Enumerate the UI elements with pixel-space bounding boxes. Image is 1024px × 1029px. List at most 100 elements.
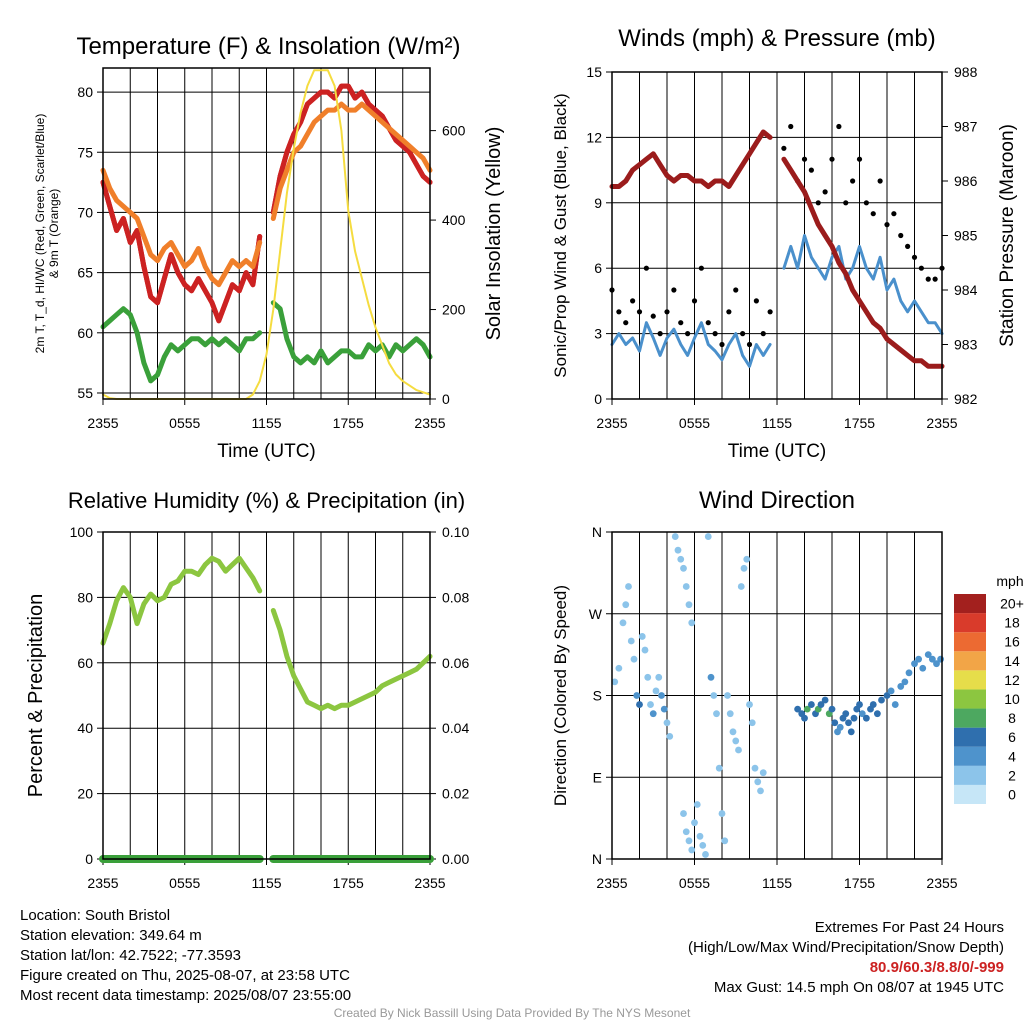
y-tick-label: 40 — [77, 720, 93, 736]
data-point-gust — [698, 265, 704, 271]
direction-point — [729, 728, 737, 736]
data-point-gust — [657, 331, 663, 337]
chart-title: Winds (mph) & Pressure (mb) — [618, 25, 935, 52]
direction-point — [901, 678, 909, 686]
direction-point — [862, 714, 870, 722]
data-point-gust — [856, 156, 863, 162]
direction-point — [680, 810, 687, 817]
direction-point — [869, 701, 877, 708]
direction-point — [724, 692, 731, 699]
direction-point — [715, 764, 723, 772]
direction-point — [682, 583, 690, 590]
direction-point — [652, 687, 660, 695]
elevation-text: Station elevation: 349.64 m — [20, 927, 202, 944]
chart-title: Wind Direction — [699, 487, 855, 514]
series-line-rh — [270, 608, 433, 712]
colorbar-swatch — [954, 689, 986, 709]
data-point-gust — [705, 320, 711, 326]
colorbar-swatch — [954, 594, 986, 614]
direction-point — [794, 705, 802, 713]
direction-point — [737, 583, 745, 590]
y-tick-label: 9 — [594, 195, 602, 211]
data-point-gust — [801, 156, 808, 162]
direction-point — [858, 710, 866, 718]
direction-point — [897, 683, 905, 690]
data-point-gust — [863, 200, 869, 206]
y-tick-label: 20 — [77, 786, 93, 802]
direction-point — [937, 655, 945, 663]
y-tick-label: 0 — [594, 391, 602, 407]
chart-panel-3: Relative Humidity (%) & Precipitation (i… — [25, 488, 469, 891]
direction-point — [757, 787, 764, 795]
x-tick-label: 1755 — [844, 875, 875, 891]
chart-panel-2: Winds (mph) & Pressure (mb) 0 3 6 9 12 15 982 98… — [551, 25, 1018, 462]
x-axis-label: Time (UTC) — [217, 441, 316, 462]
direction-point — [759, 769, 767, 777]
direction-point — [740, 564, 748, 572]
direction-point — [688, 619, 696, 627]
colorbar-label: 2 — [1008, 767, 1016, 783]
y-tick-label: 80 — [77, 84, 93, 100]
x-tick-label: 0555 — [169, 875, 200, 891]
direction-point — [850, 714, 858, 722]
max-gust-text: Max Gust: 14.5 mph On 08/07 at 1945 UTC — [713, 979, 1004, 996]
y-axis-label: Direction (Colored By Speed) — [551, 585, 570, 806]
data-point-gust — [733, 287, 739, 293]
x-tick-label: 0555 — [679, 875, 710, 891]
direction-point — [710, 692, 718, 699]
direction-point — [847, 728, 855, 736]
y-tick-label: S — [593, 688, 602, 704]
data-point-gust — [815, 200, 821, 206]
colorbar-swatch — [954, 727, 986, 747]
colorbar-swatch — [954, 708, 986, 728]
data-point-gust — [808, 167, 814, 173]
direction-point — [817, 701, 825, 708]
data-point-gust — [616, 309, 622, 315]
direction-point — [751, 764, 759, 772]
chart-title: Temperature (F) & Insolation (W/m²) — [76, 33, 460, 60]
direction-point — [911, 660, 918, 668]
chart-panel-4: Wind Direction N E S W N 2355 0555 1155 1755 2355 D… — [551, 487, 1024, 891]
direction-point — [928, 655, 936, 663]
direction-point — [735, 746, 742, 754]
direction-point — [688, 846, 696, 854]
y-tick-label: 6 — [594, 260, 602, 276]
station-info: Location: South Bristol Station elevatio… — [20, 906, 351, 1006]
direction-point — [615, 664, 623, 672]
direction-point — [831, 719, 839, 727]
y-axis-label-2: & 9m T (Orange) — [47, 189, 61, 279]
direction-point — [625, 583, 632, 590]
colorbar-label: 16 — [1004, 634, 1020, 650]
direction-point — [649, 710, 657, 718]
chart-panel-1: Temperature (F) & Insolation (W/m²) 55 60 6… — [33, 33, 505, 462]
data-point-gust — [740, 331, 746, 337]
data-point-gust — [760, 331, 766, 337]
y-tick-label: 12 — [586, 129, 602, 145]
x-tick-label: 1155 — [251, 415, 281, 431]
colorbar-swatch — [954, 613, 986, 633]
direction-point — [836, 723, 844, 731]
data-point-gust — [891, 211, 897, 217]
series-line-wind — [610, 321, 772, 368]
y2-axis-label: Solar Insolation (Yellow) — [483, 127, 505, 341]
data-point-gust — [753, 298, 759, 304]
direction-point — [845, 719, 852, 727]
data-point-gust — [685, 331, 691, 337]
direction-point — [746, 701, 753, 708]
y-tick-label: 70 — [77, 204, 93, 220]
direction-point — [611, 678, 619, 686]
plot-frame — [611, 531, 943, 860]
direction-point — [696, 832, 704, 840]
y-tick-label: 3 — [594, 326, 602, 342]
direction-point — [754, 778, 762, 786]
y-tick-label: 15 — [586, 64, 602, 80]
data-point-gust — [911, 254, 918, 260]
data-point-gust — [746, 341, 753, 348]
y2-tick-label: 984 — [954, 282, 978, 298]
data-point-gust — [636, 309, 643, 315]
direction-point — [699, 841, 707, 849]
data-point-gust — [836, 123, 842, 130]
x-tick-label: 2355 — [926, 875, 957, 891]
y2-tick-label: 986 — [954, 173, 978, 189]
